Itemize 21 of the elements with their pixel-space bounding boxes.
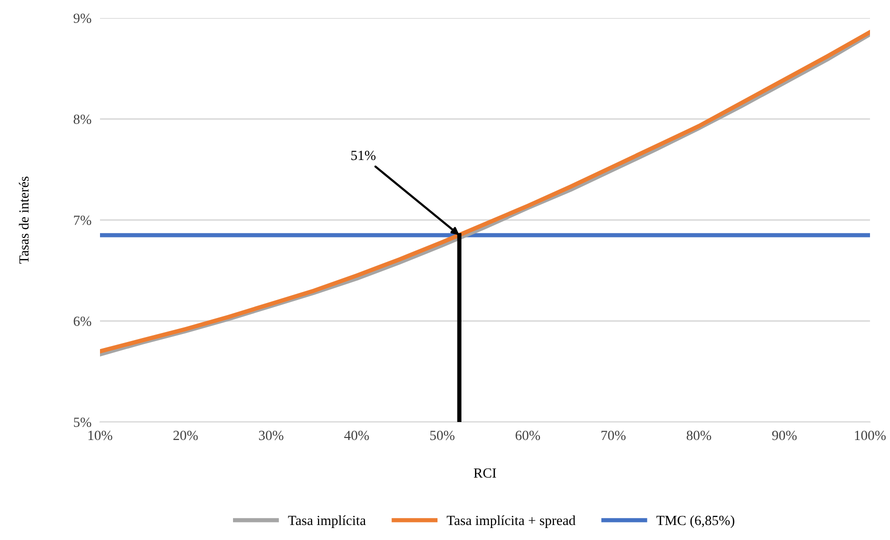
- x-tick-label: 100%: [855, 430, 886, 440]
- x-tick-label: 60%: [516, 430, 540, 440]
- x-tick-label: 30%: [259, 430, 284, 440]
- x-tick-label: 50%: [430, 430, 454, 440]
- x-tick-label: 40%: [344, 430, 369, 440]
- y-tick-label: 5%: [74, 418, 92, 427]
- y-tick-label: 7%: [74, 216, 92, 225]
- x-tick-label: 80%: [686, 430, 712, 440]
- y-tick-label: 6%: [74, 316, 92, 326]
- x-tick-label: 10%: [88, 430, 112, 440]
- x-tick-label: 70%: [602, 430, 626, 440]
- y-axis-title: Tasas de interés: [18, 176, 29, 264]
- annotation: 51%: [351, 150, 376, 160]
- legend-label: Tasa implícita: [288, 515, 366, 528]
- x-axis-title: RCI: [474, 468, 496, 478]
- x-tick-label: 20%: [173, 430, 198, 440]
- y-tick-label: 9%: [74, 14, 92, 23]
- legend-label: TMC (6,85%): [656, 515, 734, 528]
- x-tick-label: 90%: [772, 430, 797, 440]
- y-tick-label: 8%: [74, 114, 92, 124]
- legend-label: Tasa implícita + spread: [446, 515, 576, 528]
